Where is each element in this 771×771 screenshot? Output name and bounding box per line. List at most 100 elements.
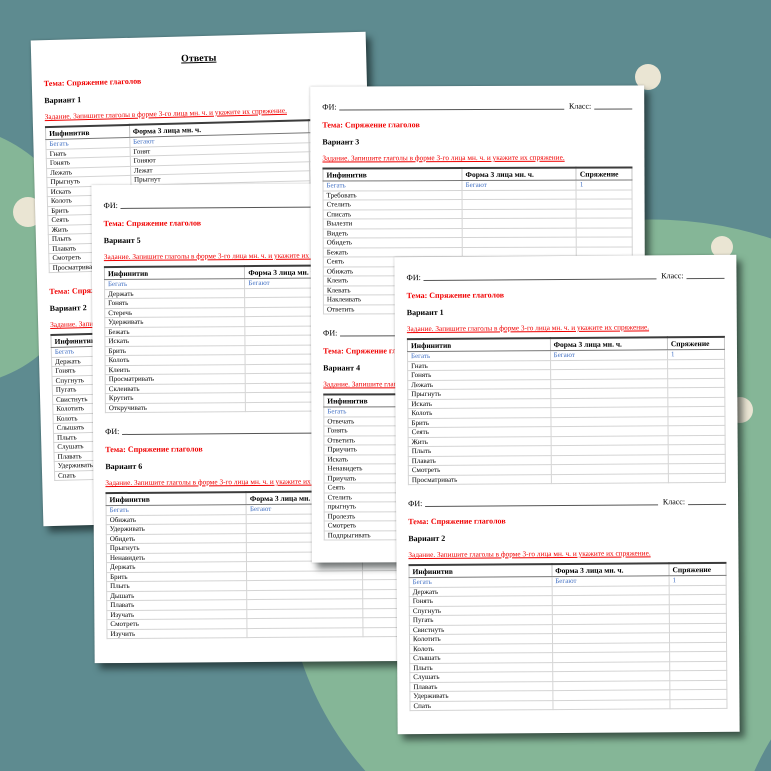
- table-row: Спать: [409, 698, 727, 711]
- table-cell: Обидеть: [323, 237, 463, 248]
- table-cell: [668, 453, 726, 464]
- klass-blank-line: [594, 108, 633, 110]
- table-cell: Откручивать: [105, 402, 246, 413]
- table-cell: [576, 189, 633, 200]
- table-row: Просматривать: [408, 472, 726, 485]
- fi-blank-line: [339, 108, 565, 111]
- table-cell: Стелить: [323, 199, 463, 210]
- col-conjugation: Спряжение: [668, 562, 727, 576]
- table-cell: [669, 679, 727, 690]
- col-infinitive: Инфинитив: [407, 338, 551, 352]
- fi-label: ФИ:: [103, 200, 118, 211]
- fi-blank-line: [423, 278, 657, 281]
- variant-heading: Вариант 1: [44, 95, 82, 106]
- table-cell: Просматривать: [408, 474, 552, 485]
- table-cell: 1: [668, 575, 727, 586]
- table-cell: [668, 463, 726, 474]
- variant-heading: Вариант 3: [322, 137, 360, 147]
- col-conjugation: Спряжение: [576, 167, 632, 181]
- col-infinitive: Инфинитив: [105, 492, 247, 506]
- cream-dot: [711, 236, 733, 258]
- table-cell: 1: [576, 179, 633, 190]
- table-cell: Вылезти: [323, 218, 463, 229]
- table-cell: [667, 425, 726, 436]
- fi-label: ФИ:: [323, 328, 338, 338]
- table-cell: [576, 198, 633, 209]
- table-cell: [669, 660, 727, 671]
- table-cell: [669, 641, 727, 652]
- table-cell: [669, 689, 727, 700]
- col-form: Форма 3 лица мн. ч.: [551, 563, 669, 577]
- table-cell: [669, 603, 727, 614]
- table-cell: 1: [667, 349, 725, 360]
- col-infinitive: Инфинитив: [104, 266, 245, 280]
- table-cell: [667, 377, 725, 388]
- col-form: Форма 3 лица мн. ч.: [550, 337, 668, 351]
- page-variants-1-2: ФИ: Класс: Тема: Спряжение глаголов Вари…: [394, 254, 740, 735]
- table-cell: Изучить: [106, 628, 248, 639]
- table-cell: [667, 415, 726, 426]
- task-text: Задание. Запишите глаголы в форме 3-го л…: [322, 152, 565, 163]
- table-cell: [462, 189, 577, 200]
- table-cell: [462, 218, 577, 229]
- table-cell: Видеть: [323, 228, 463, 239]
- name-field-row: ФИ: Класс:: [408, 497, 727, 509]
- name-field-row: ФИ: Класс:: [406, 271, 725, 283]
- theme-heading: Тема: Спряжение глаголов: [408, 516, 506, 527]
- variant-heading: Вариант 2: [408, 533, 446, 544]
- klass-label: Класс:: [569, 101, 592, 111]
- table-cell: [462, 237, 577, 248]
- fi-label: ФИ:: [406, 273, 421, 283]
- table-cell: [462, 227, 577, 238]
- klass-blank-line: [686, 277, 725, 280]
- table-cell: [667, 396, 725, 407]
- variant-heading: Вариант 1: [406, 307, 444, 318]
- klass-label: Класс:: [662, 497, 686, 507]
- table-cell: [667, 358, 725, 369]
- table-cell: [462, 208, 577, 219]
- fi-label: ФИ:: [105, 426, 120, 437]
- table-cell: [667, 387, 725, 398]
- klass-label: Класс:: [661, 271, 684, 281]
- conjugation-table: Инфинитив Форма 3 лица мн. ч. Спряжение …: [408, 561, 728, 712]
- table-cell: [576, 217, 633, 228]
- theme-heading: Тема: Спряжение глаголов: [406, 290, 505, 301]
- table-cell: Требовать: [323, 190, 463, 201]
- table-cell: Спать: [409, 700, 553, 711]
- table-cell: [576, 227, 633, 238]
- table-cell: [667, 368, 725, 379]
- table-cell: [552, 699, 670, 710]
- table-cell: [668, 444, 726, 455]
- worksheet-section: ФИ: Класс: Тема: Спряжение глаголов Вари…: [406, 271, 726, 486]
- table-cell: [669, 594, 727, 605]
- fi-label: ФИ:: [408, 499, 423, 509]
- table-cell: [462, 199, 577, 210]
- table-cell: [668, 434, 726, 445]
- col-form: Форма 3 лица мн. ч.: [462, 167, 577, 181]
- col-infinitive: Инфинитив: [322, 168, 463, 182]
- table-cell: [668, 472, 726, 483]
- table-row: Изучить: [106, 626, 419, 639]
- table-cell: Списать: [323, 209, 463, 220]
- table-cell: [667, 406, 725, 417]
- fi-label: ФИ:: [322, 102, 337, 112]
- task-text: Задание. Запишите глаголы в форме 3-го л…: [408, 548, 651, 560]
- klass-blank-line: [688, 503, 727, 506]
- table-cell: [669, 698, 727, 709]
- conjugation-table: Инфинитив Форма 3 лица мн. ч. Спряжение …: [406, 335, 726, 486]
- table-cell: [669, 613, 727, 624]
- col-infinitive: Инфинитив: [408, 564, 552, 578]
- table-cell: Бегают: [462, 180, 577, 191]
- worksheet-section: ФИ: Класс: Тема: Спряжение глаголов Вари…: [408, 497, 728, 712]
- name-field-row: ФИ: Класс:: [322, 101, 633, 112]
- col-conjugation: Спряжение: [667, 336, 725, 350]
- table-cell: [669, 622, 727, 633]
- fi-blank-line: [425, 504, 658, 507]
- theme-heading: Тема: Спряжение глаголов: [43, 76, 142, 89]
- table-cell: [669, 632, 727, 643]
- table-cell: [576, 208, 633, 219]
- table-cell: Бегать: [323, 180, 463, 191]
- table-cell: [550, 473, 669, 484]
- table-cell: [247, 627, 363, 638]
